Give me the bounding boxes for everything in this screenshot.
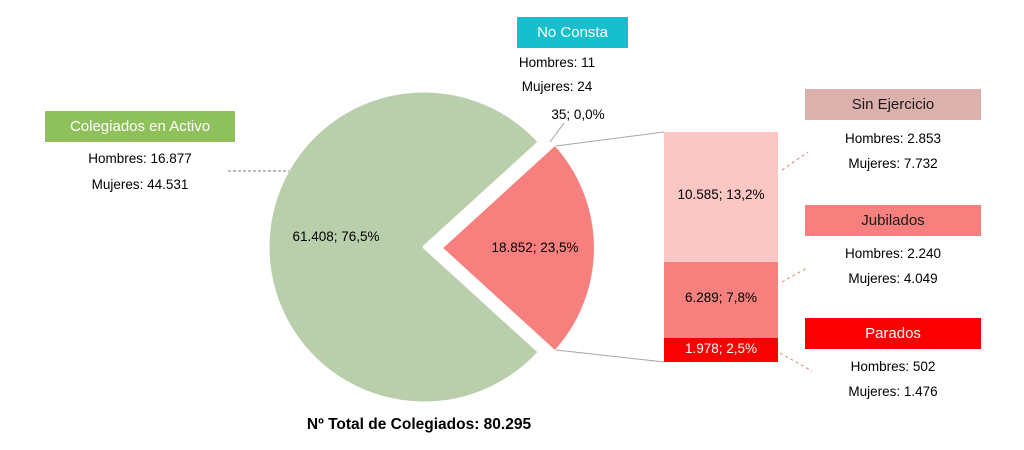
no-consta-mujeres-label: Mujeres: 24 — [521, 79, 593, 94]
active-mujeres-label: Mujeres: 44.531 — [91, 177, 189, 192]
jubilados-category-tag: Jubilados — [805, 205, 981, 236]
active-category-tag: Colegiados en Activo — [45, 111, 235, 142]
parados-hombres-label: Hombres: 502 — [850, 359, 936, 374]
parados-category-tag: Parados — [805, 318, 981, 349]
jubilados-leader-line — [781, 267, 808, 283]
sin-ejercicio-segment — [664, 132, 778, 262]
active-slice — [266, 89, 541, 405]
sin-ejercicio-category-tag: Sin Ejercicio — [805, 89, 981, 120]
chart-total-title: Nº Total de Colegiados: 80.295 — [306, 416, 532, 433]
sin-ejercicio-hombres-label: Hombres: 2.853 — [844, 131, 942, 146]
jubilados-hombres-label: Hombres: 2.240 — [844, 246, 942, 261]
sin-ejercicio-mujeres-label: Mujeres: 7.732 — [848, 156, 938, 171]
active-hombres-label: Hombres: 16.877 — [88, 151, 192, 166]
no-consta-data-label: 35; 0,0% — [551, 107, 605, 122]
connector-line-top — [555, 131, 665, 147]
jubilados-segment-label: 6.289; 7,8% — [684, 290, 758, 305]
jubilados-mujeres-label: Mujeres: 4.049 — [848, 271, 938, 286]
active-slice-data-label: 61.408; 76,5% — [292, 229, 380, 244]
no-consta-leader-line — [549, 122, 565, 143]
parados-mujeres-label: Mujeres: 1.476 — [848, 384, 938, 399]
no-consta-hombres-label: Hombres: 11 — [518, 55, 596, 70]
parados-segment — [664, 338, 778, 362]
no-consta-category-tag: No Consta — [517, 17, 628, 48]
jubilados-segment — [664, 262, 778, 338]
parados-segment-label: 1.978; 2,5% — [684, 341, 758, 356]
grouped-slice — [439, 142, 597, 354]
sin-ejercicio-leader-line — [781, 151, 809, 171]
parados-leader-line — [779, 352, 813, 372]
grouped-slice-data-label: 18.852; 23,5% — [491, 240, 579, 255]
connector-line-bottom — [555, 349, 665, 363]
sin-ejercicio-segment-label: 10.585; 13,2% — [677, 187, 765, 202]
